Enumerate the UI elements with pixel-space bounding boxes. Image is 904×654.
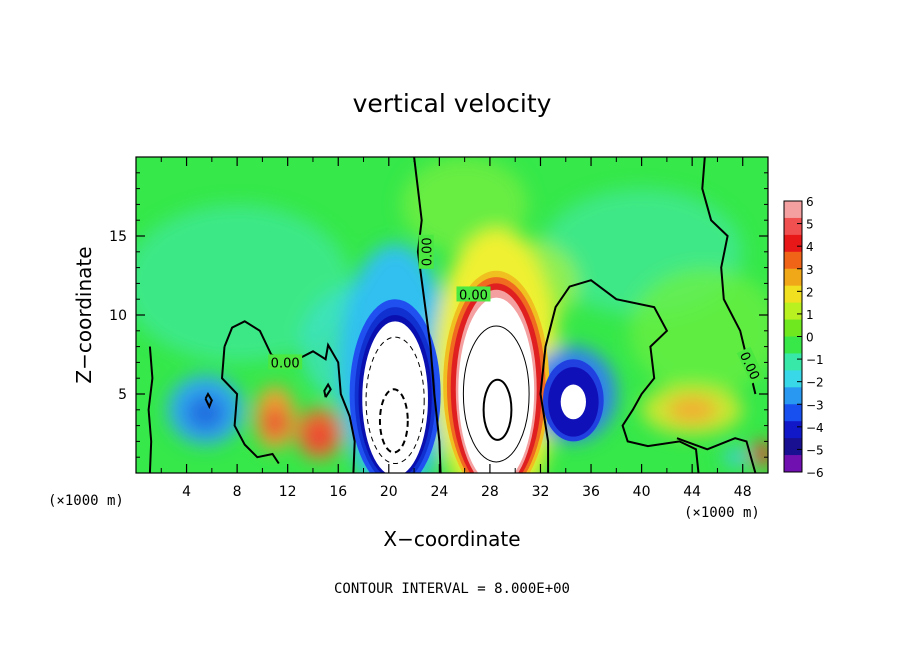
colorbar-tick-label: −1 bbox=[806, 353, 824, 367]
colorbar-band bbox=[784, 285, 802, 304]
x-axis: 4 8 12 16 20 24 28 32 36 40 44 48 bbox=[160, 157, 752, 500]
y-axis-label: Z−coordinate bbox=[72, 246, 96, 383]
x-tick-label: 32 bbox=[532, 484, 550, 500]
colorbar-tick-label: −5 bbox=[806, 443, 824, 457]
contour-label: 0.00 bbox=[459, 288, 488, 303]
colorbar-band bbox=[784, 353, 802, 371]
plot-area: 0.000.000.00 0.00 bbox=[135, 156, 769, 474]
y-tick-label: 15 bbox=[109, 229, 127, 245]
colorbar-tick-label: 1 bbox=[806, 308, 814, 322]
x-tick-label: 8 bbox=[233, 484, 242, 500]
x-tick-label: 36 bbox=[582, 484, 600, 500]
x-tick-label: 24 bbox=[430, 484, 448, 500]
colorbar-tick-label: 5 bbox=[806, 218, 814, 232]
y-tick-label: 5 bbox=[118, 387, 127, 403]
colorbar-band bbox=[784, 404, 802, 422]
colorbar-band bbox=[784, 268, 802, 287]
colorbar-tick-label: −4 bbox=[806, 421, 824, 435]
x-tick-label: 48 bbox=[734, 484, 752, 500]
x-tick-label: 40 bbox=[633, 484, 651, 500]
x-tick-label: 16 bbox=[329, 484, 347, 500]
colorbar-band bbox=[784, 387, 802, 405]
colorbar-band bbox=[784, 370, 802, 388]
y-axis: 5 10 15 bbox=[109, 172, 768, 458]
colorbar-band bbox=[784, 438, 802, 456]
x-tick-label: 44 bbox=[683, 484, 701, 500]
colorbar-band bbox=[784, 201, 802, 219]
colorbar-tick-label: −2 bbox=[806, 376, 824, 390]
chart-title: vertical velocity bbox=[353, 89, 552, 118]
x-unit-label-left: (×1000 m) bbox=[48, 493, 124, 509]
x-tick-label: 4 bbox=[182, 484, 191, 500]
colorbar-band bbox=[784, 251, 802, 270]
colorbar: 6 5 4 3 2 1 0 −1 −2 −3 −4 −5 −6 bbox=[783, 195, 824, 480]
colorbar-tick-label: 0 bbox=[806, 331, 814, 345]
x-unit-label-right: (×1000 m) bbox=[684, 505, 760, 521]
contour-interval-note: CONTOUR INTERVAL = 8.000E+00 bbox=[334, 581, 570, 597]
colorbar-tick-label: 4 bbox=[806, 240, 814, 254]
colorbar-tick-label: 3 bbox=[806, 263, 814, 277]
x-tick-label: 12 bbox=[279, 484, 297, 500]
colorbar-band bbox=[784, 234, 802, 253]
colorbar-tick-label: −3 bbox=[806, 398, 824, 412]
x-axis-label: X−coordinate bbox=[383, 527, 520, 551]
colorbar-tick-label: −6 bbox=[806, 466, 824, 480]
colorbar-band bbox=[784, 421, 802, 439]
colorbar-band bbox=[784, 336, 802, 354]
colorbar-tick-label: 2 bbox=[806, 285, 814, 299]
y-tick-label: 10 bbox=[109, 308, 127, 324]
colorbar-band bbox=[784, 302, 802, 321]
contour-label: 0.00 bbox=[271, 356, 300, 371]
colorbar-band bbox=[784, 319, 802, 337]
colorbar-tick-label: 6 bbox=[806, 195, 814, 209]
x-tick-label: 20 bbox=[380, 484, 398, 500]
contour-labels: 0.000.000.00 0.00 bbox=[268, 234, 765, 384]
colorbar-band bbox=[784, 217, 802, 236]
colorbar-band bbox=[784, 455, 802, 473]
x-tick-label: 28 bbox=[481, 484, 499, 500]
contour-label: 0.00 bbox=[421, 237, 436, 266]
